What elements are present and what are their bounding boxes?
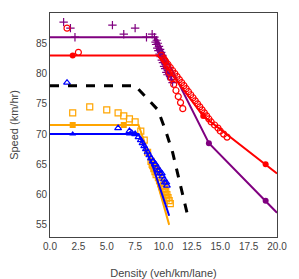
svg-text:Speed (km/hr): Speed (km/hr)	[8, 90, 20, 160]
svg-text:17.5: 17.5	[239, 241, 259, 252]
svg-text:85: 85	[36, 38, 48, 49]
svg-text:20.0: 20.0	[267, 241, 287, 252]
svg-text:65: 65	[36, 159, 48, 170]
svg-text:75: 75	[36, 98, 48, 109]
svg-text:Density (veh/km/lane): Density (veh/km/lane)	[110, 267, 216, 279]
svg-text:5.0: 5.0	[100, 241, 114, 252]
svg-text:7.5: 7.5	[128, 241, 142, 252]
svg-text:0.0: 0.0	[43, 241, 57, 252]
svg-text:15.0: 15.0	[211, 241, 231, 252]
svg-text:80: 80	[36, 68, 48, 79]
svg-text:60: 60	[36, 189, 48, 200]
svg-text:12.5: 12.5	[182, 241, 202, 252]
svg-text:55: 55	[36, 219, 48, 230]
svg-text:2.5: 2.5	[71, 241, 85, 252]
svg-text:70: 70	[36, 129, 48, 140]
svg-text:10.0: 10.0	[154, 241, 174, 252]
